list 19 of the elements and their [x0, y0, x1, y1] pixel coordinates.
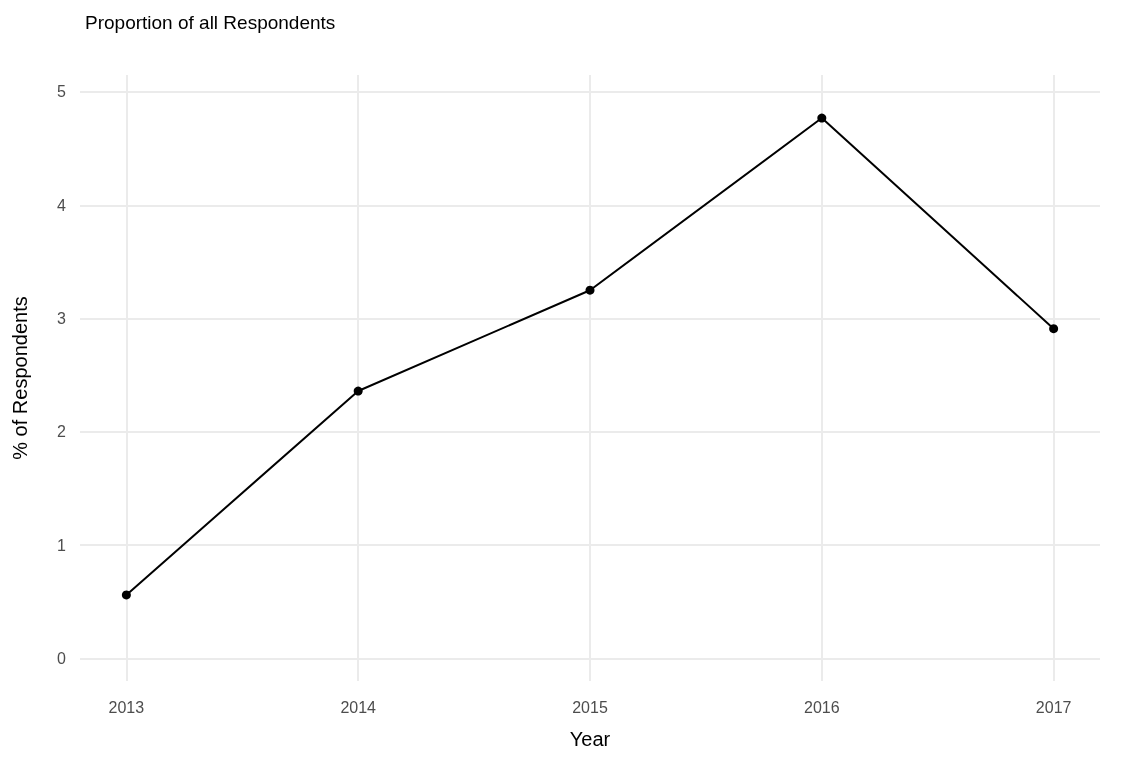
x-tick-label: 2017 — [1035, 698, 1072, 716]
y-tick-label: 2 — [57, 423, 67, 441]
y-axis-title: % of Respondents — [9, 296, 31, 460]
chart-title: Proportion of all Respondents — [85, 12, 336, 33]
point — [817, 113, 827, 123]
x-tick-label: 2016 — [804, 698, 840, 716]
x-axis-title: Year — [569, 728, 611, 750]
point — [121, 590, 131, 600]
y-tick-label: 3 — [57, 310, 67, 328]
point — [1049, 324, 1059, 334]
x-tick-label: 2014 — [340, 698, 377, 716]
point — [585, 285, 595, 295]
x-tick-label: 2015 — [572, 698, 608, 716]
y-tick-label: 1 — [57, 536, 67, 554]
x-tick-label: 2013 — [108, 698, 145, 716]
y-tick-label: 0 — [57, 649, 67, 667]
y-tick-label: 4 — [57, 196, 67, 214]
point — [353, 386, 363, 396]
y-tick-label: 5 — [57, 83, 67, 101]
